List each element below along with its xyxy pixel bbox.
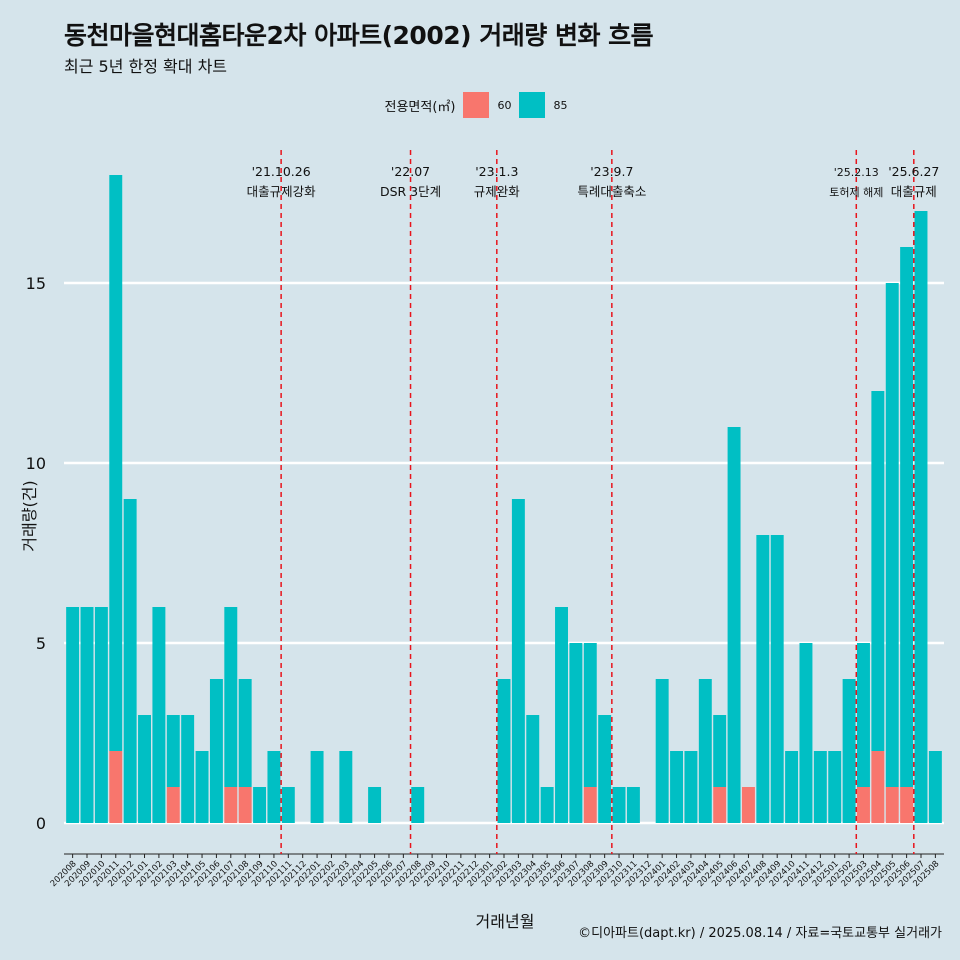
bar-60-202405 (713, 787, 727, 823)
bar-85-202008 (66, 607, 80, 823)
bar-85-202205 (368, 787, 382, 823)
bar-85-202502 (842, 679, 856, 823)
bar-85-202411 (799, 643, 813, 823)
bar-60-202506 (900, 787, 914, 823)
bar-85-202108 (238, 679, 252, 787)
bar-85-202408 (756, 535, 770, 823)
event-date-5: '25.2.13 (834, 166, 879, 179)
legend: 전용면적(㎡) 60 85 (0, 92, 960, 118)
y-tick-label-5: 5 (36, 634, 46, 653)
bar-85-202010 (94, 607, 108, 823)
legend-label-60: 60 (497, 98, 512, 112)
bar-85-202307 (569, 643, 583, 823)
source-caption: ©디아파트(dapt.kr) / 2025.08.14 / 자료=국토교통부 실… (578, 926, 942, 941)
legend-title: 전용면적(㎡) (384, 99, 456, 115)
bar-85-202306 (555, 607, 568, 823)
bar-85-202310 (612, 787, 626, 823)
bar-85-202009 (80, 607, 94, 823)
y-tick-label-0: 0 (36, 814, 46, 833)
bar-85-202505 (885, 283, 899, 787)
event-label-4: 특례대출축소 (577, 184, 646, 199)
bar-60-202503 (857, 787, 870, 823)
x-axis-label: 거래년월 (475, 912, 535, 931)
bar-60-202308 (583, 787, 597, 823)
bar-85-202102 (152, 607, 166, 823)
event-label-1: 대출규제강화 (247, 184, 317, 199)
legend-swatch-85 (519, 92, 546, 118)
bar-85-202203 (339, 751, 353, 823)
event-date-1: '21.10.26 (252, 164, 311, 179)
bar-85-202412 (813, 751, 827, 823)
bar-60-202103 (166, 787, 180, 823)
bar-85-202410 (785, 751, 799, 823)
bar-85-202311 (626, 787, 640, 823)
bar-85-202105 (195, 751, 209, 823)
event-date-6: '25.6.27 (888, 164, 939, 179)
event-date-3: '23.1.3 (475, 164, 518, 179)
bar-85-202504 (871, 391, 885, 751)
bar-60-202504 (871, 751, 885, 823)
bar-60-202011 (109, 751, 123, 823)
legend-swatch-60 (463, 92, 490, 118)
bar-85-202302 (497, 679, 511, 823)
bar-85-202506 (900, 247, 914, 787)
bar-85-202101 (138, 715, 151, 823)
bar-85-202201 (310, 751, 324, 823)
y-tick-label-10: 10 (26, 454, 46, 473)
bar-85-202403 (684, 751, 698, 823)
bar-60-202407 (741, 787, 755, 823)
bar-60-202107 (224, 787, 238, 823)
chart-title: 동천마을현대홈타운2차 아파트(2002) 거래량 변화 흐름 (64, 21, 654, 50)
bar-85-202409 (770, 535, 784, 823)
bar-85-202308 (583, 643, 597, 787)
event-label-2: DSR 3단계 (380, 184, 441, 199)
bar-85-202104 (181, 715, 195, 823)
bar-85-202107 (224, 607, 238, 787)
bar-85-202406 (727, 427, 741, 823)
bar-85-202508 (928, 751, 942, 823)
bar-85-202507 (914, 211, 928, 823)
bar-85-202111 (281, 787, 295, 823)
bar-85-202110 (267, 751, 281, 823)
bar-85-202309 (598, 715, 612, 823)
bar-85-202011 (109, 175, 123, 751)
bar-85-202405 (713, 715, 727, 787)
bar-85-202103 (166, 715, 180, 787)
bar-85-202503 (857, 643, 870, 787)
event-label-6: 대출규제 (891, 184, 937, 199)
y-axis-label: 거래량(건) (20, 480, 39, 552)
bar-85-202402 (670, 751, 684, 823)
event-label-3: 규제완화 (474, 184, 521, 199)
bar-85-202304 (526, 715, 540, 823)
event-date-4: '23.9.7 (590, 164, 633, 179)
bar-85-202501 (828, 751, 842, 823)
legend-label-85: 85 (553, 98, 568, 112)
chart-subtitle: 최근 5년 한정 확대 차트 (64, 57, 228, 76)
bar-85-202012 (123, 499, 137, 823)
bar-85-202401 (655, 679, 669, 823)
y-tick-label-15: 15 (26, 274, 46, 293)
event-date-2: '22.07 (391, 164, 430, 179)
event-label-5: 토허제 해제 (829, 185, 883, 199)
bar-85-202109 (253, 787, 267, 823)
bar-85-202208 (411, 787, 425, 823)
bar-85-202305 (540, 787, 554, 823)
bar-60-202108 (238, 787, 252, 823)
bar-60-202505 (885, 787, 899, 823)
bar-85-202404 (698, 679, 712, 823)
bar-85-202303 (511, 499, 525, 823)
bar-85-202106 (209, 679, 223, 823)
